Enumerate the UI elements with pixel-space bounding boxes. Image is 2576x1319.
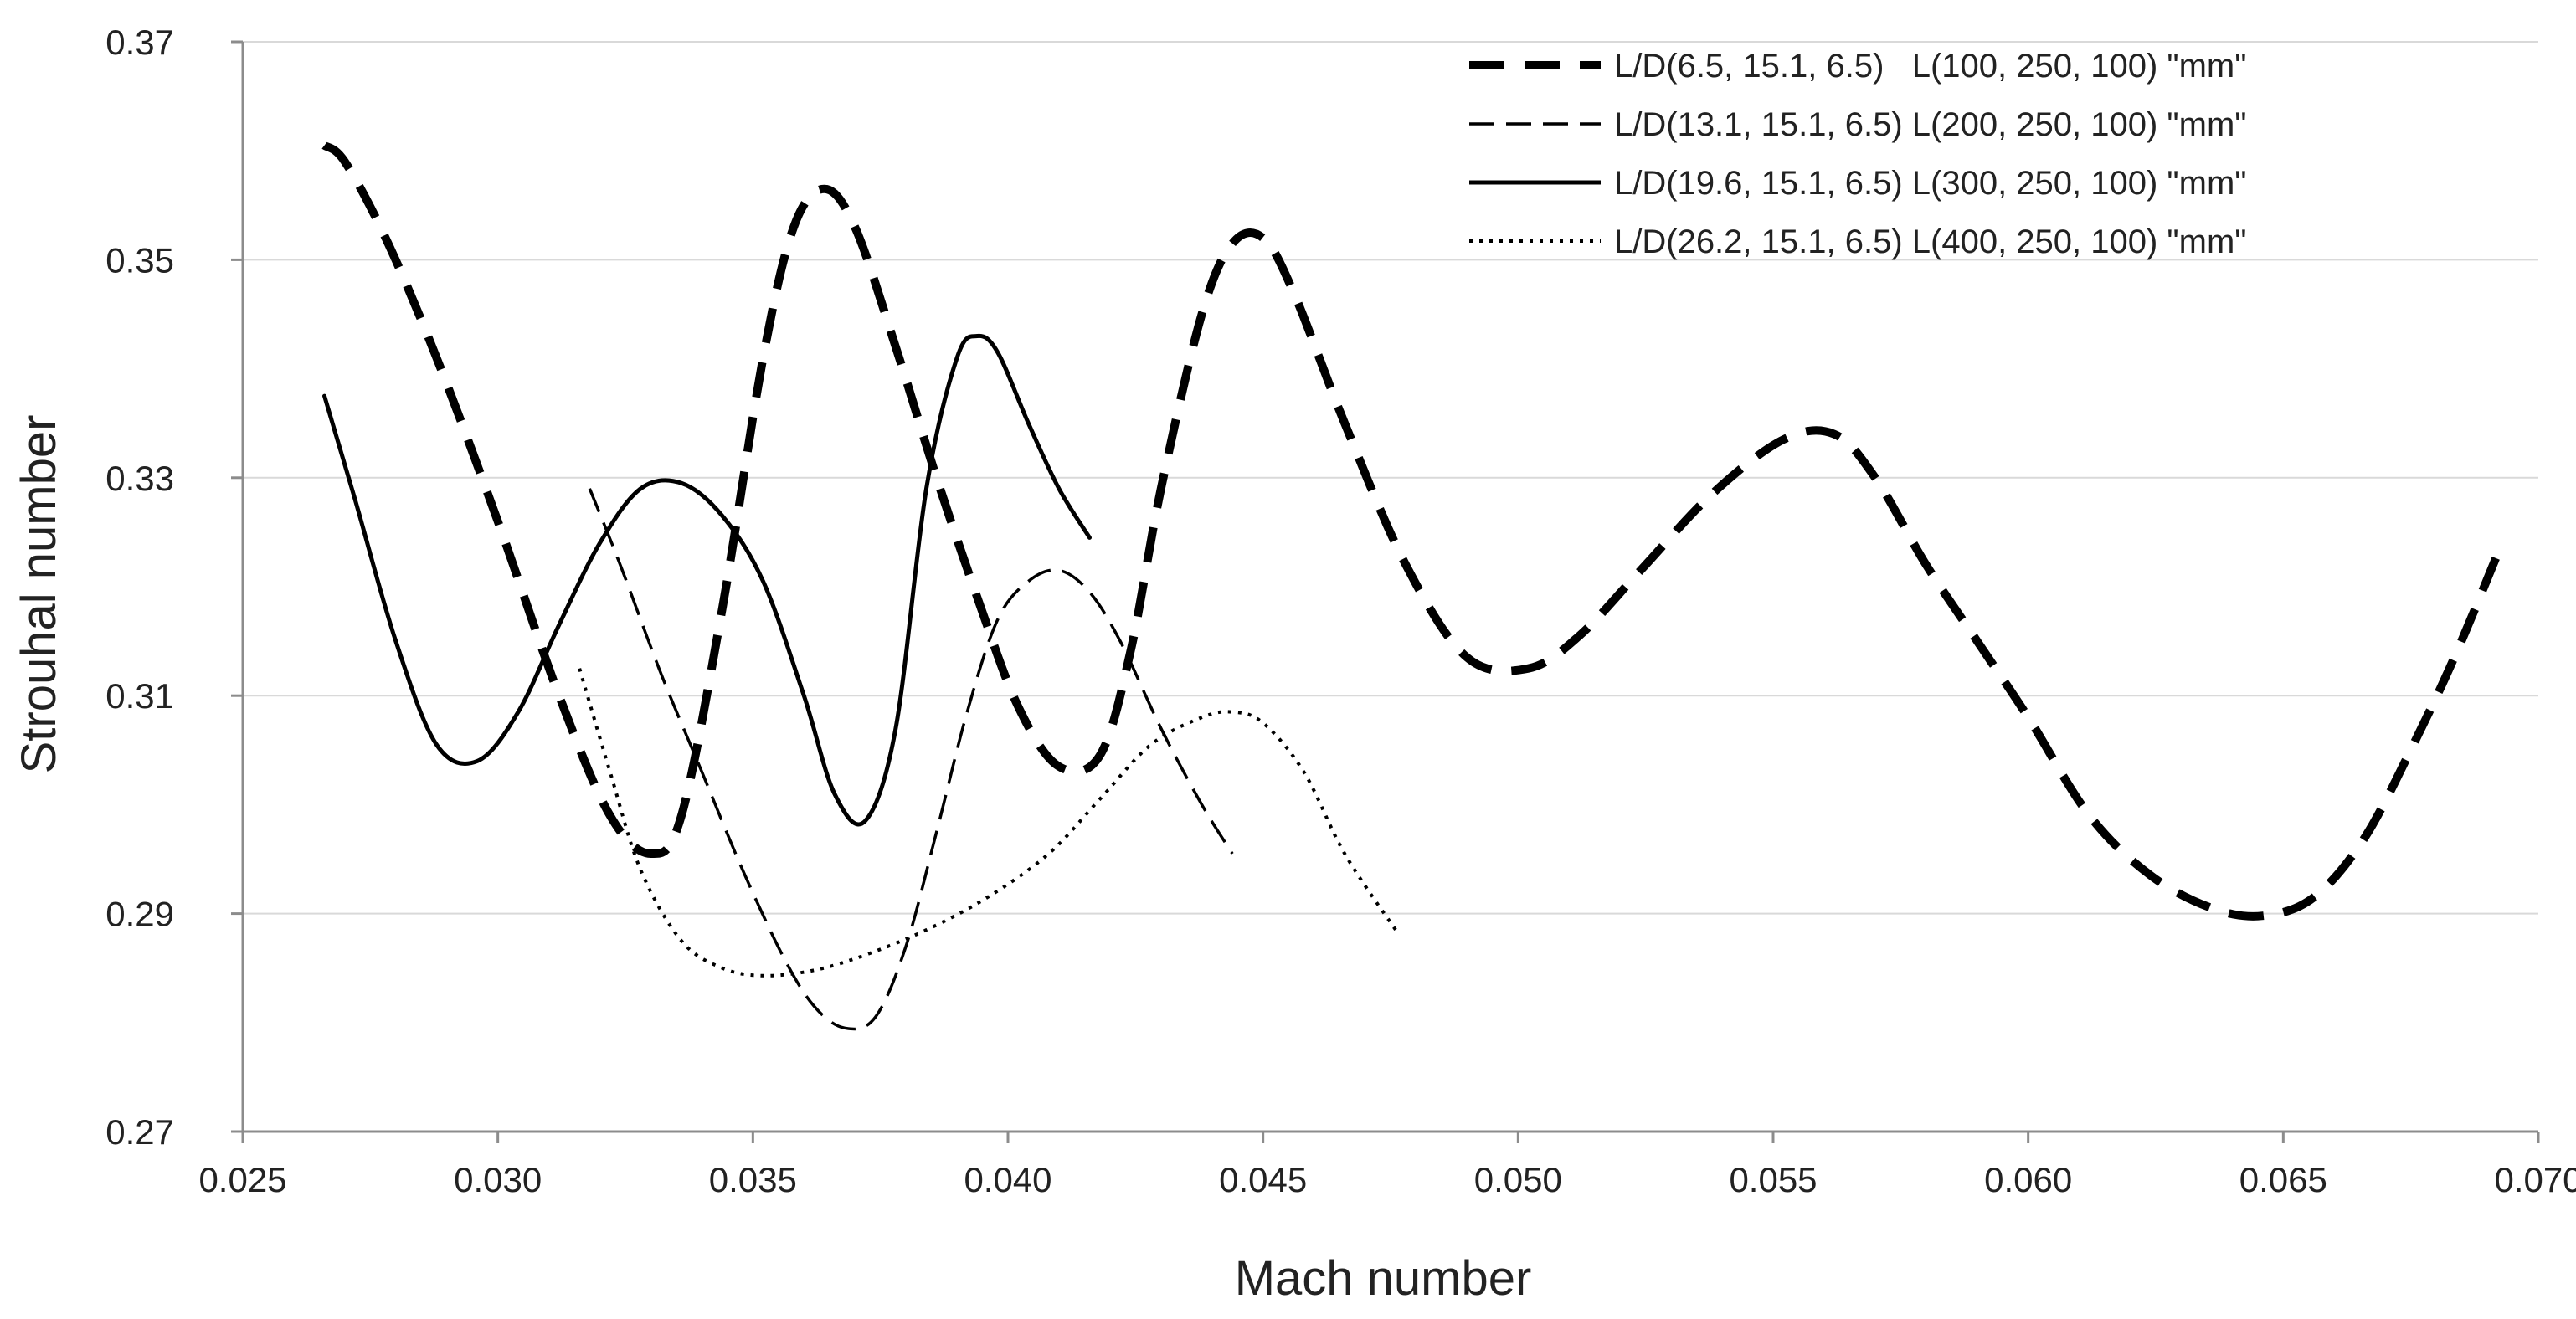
x-tick-label: 0.055 <box>1729 1160 1817 1199</box>
legend-label-ld-26-2: L/D(26.2, 15.1, 6.5) L(400, 250, 100) "m… <box>1614 223 2246 260</box>
x-tick-label: 0.025 <box>198 1160 286 1199</box>
tick-labels: 0.025 0.030 0.035 0.040 0.045 0.050 0.055 0.060… <box>105 23 2576 1199</box>
x-tick-label: 0.035 <box>709 1160 797 1199</box>
legend: L/D(6.5, 15.1, 6.5) L(100, 250, 100) "mm… <box>1469 48 2246 260</box>
x-axis-title: Mach number <box>1235 1251 1532 1306</box>
y-tick-label: 0.29 <box>105 895 174 934</box>
axes <box>231 40 2540 1143</box>
legend-label-ld-6-5: L/D(6.5, 15.1, 6.5) L(100, 250, 100) "mm… <box>1614 48 2246 85</box>
legend-label-ld-13-1: L/D(13.1, 15.1, 6.5) L(200, 250, 100) "m… <box>1614 106 2246 143</box>
x-tick-label: 0.040 <box>964 1160 1051 1199</box>
series-line-ld-26-2 <box>578 668 1397 978</box>
x-tick-label: 0.045 <box>1219 1160 1307 1199</box>
x-tick-label: 0.050 <box>1474 1160 1562 1199</box>
x-tick-label: 0.030 <box>454 1160 542 1199</box>
y-tick-label: 0.33 <box>105 459 174 498</box>
y-axis-title: Strouhal number <box>12 415 66 774</box>
series-line-ld-6-5 <box>321 141 2501 921</box>
y-tick-label: 0.37 <box>105 23 174 62</box>
series-lines <box>321 141 2501 1031</box>
y-tick-label: 0.35 <box>105 240 174 280</box>
y-tick-label: 0.27 <box>105 1112 174 1152</box>
x-tick-label: 0.060 <box>1984 1160 2072 1199</box>
gridlines <box>243 41 2538 915</box>
x-tick-label: 0.070 <box>2494 1160 2576 1199</box>
legend-label-ld-19-6: L/D(19.6, 15.1, 6.5) L(300, 250, 100) "m… <box>1614 165 2246 202</box>
y-tick-label: 0.31 <box>105 676 174 716</box>
series-line-ld-19-6 <box>322 333 1092 827</box>
x-tick-label: 0.065 <box>2239 1160 2327 1199</box>
series-line-ld-13-1 <box>588 488 1234 1031</box>
